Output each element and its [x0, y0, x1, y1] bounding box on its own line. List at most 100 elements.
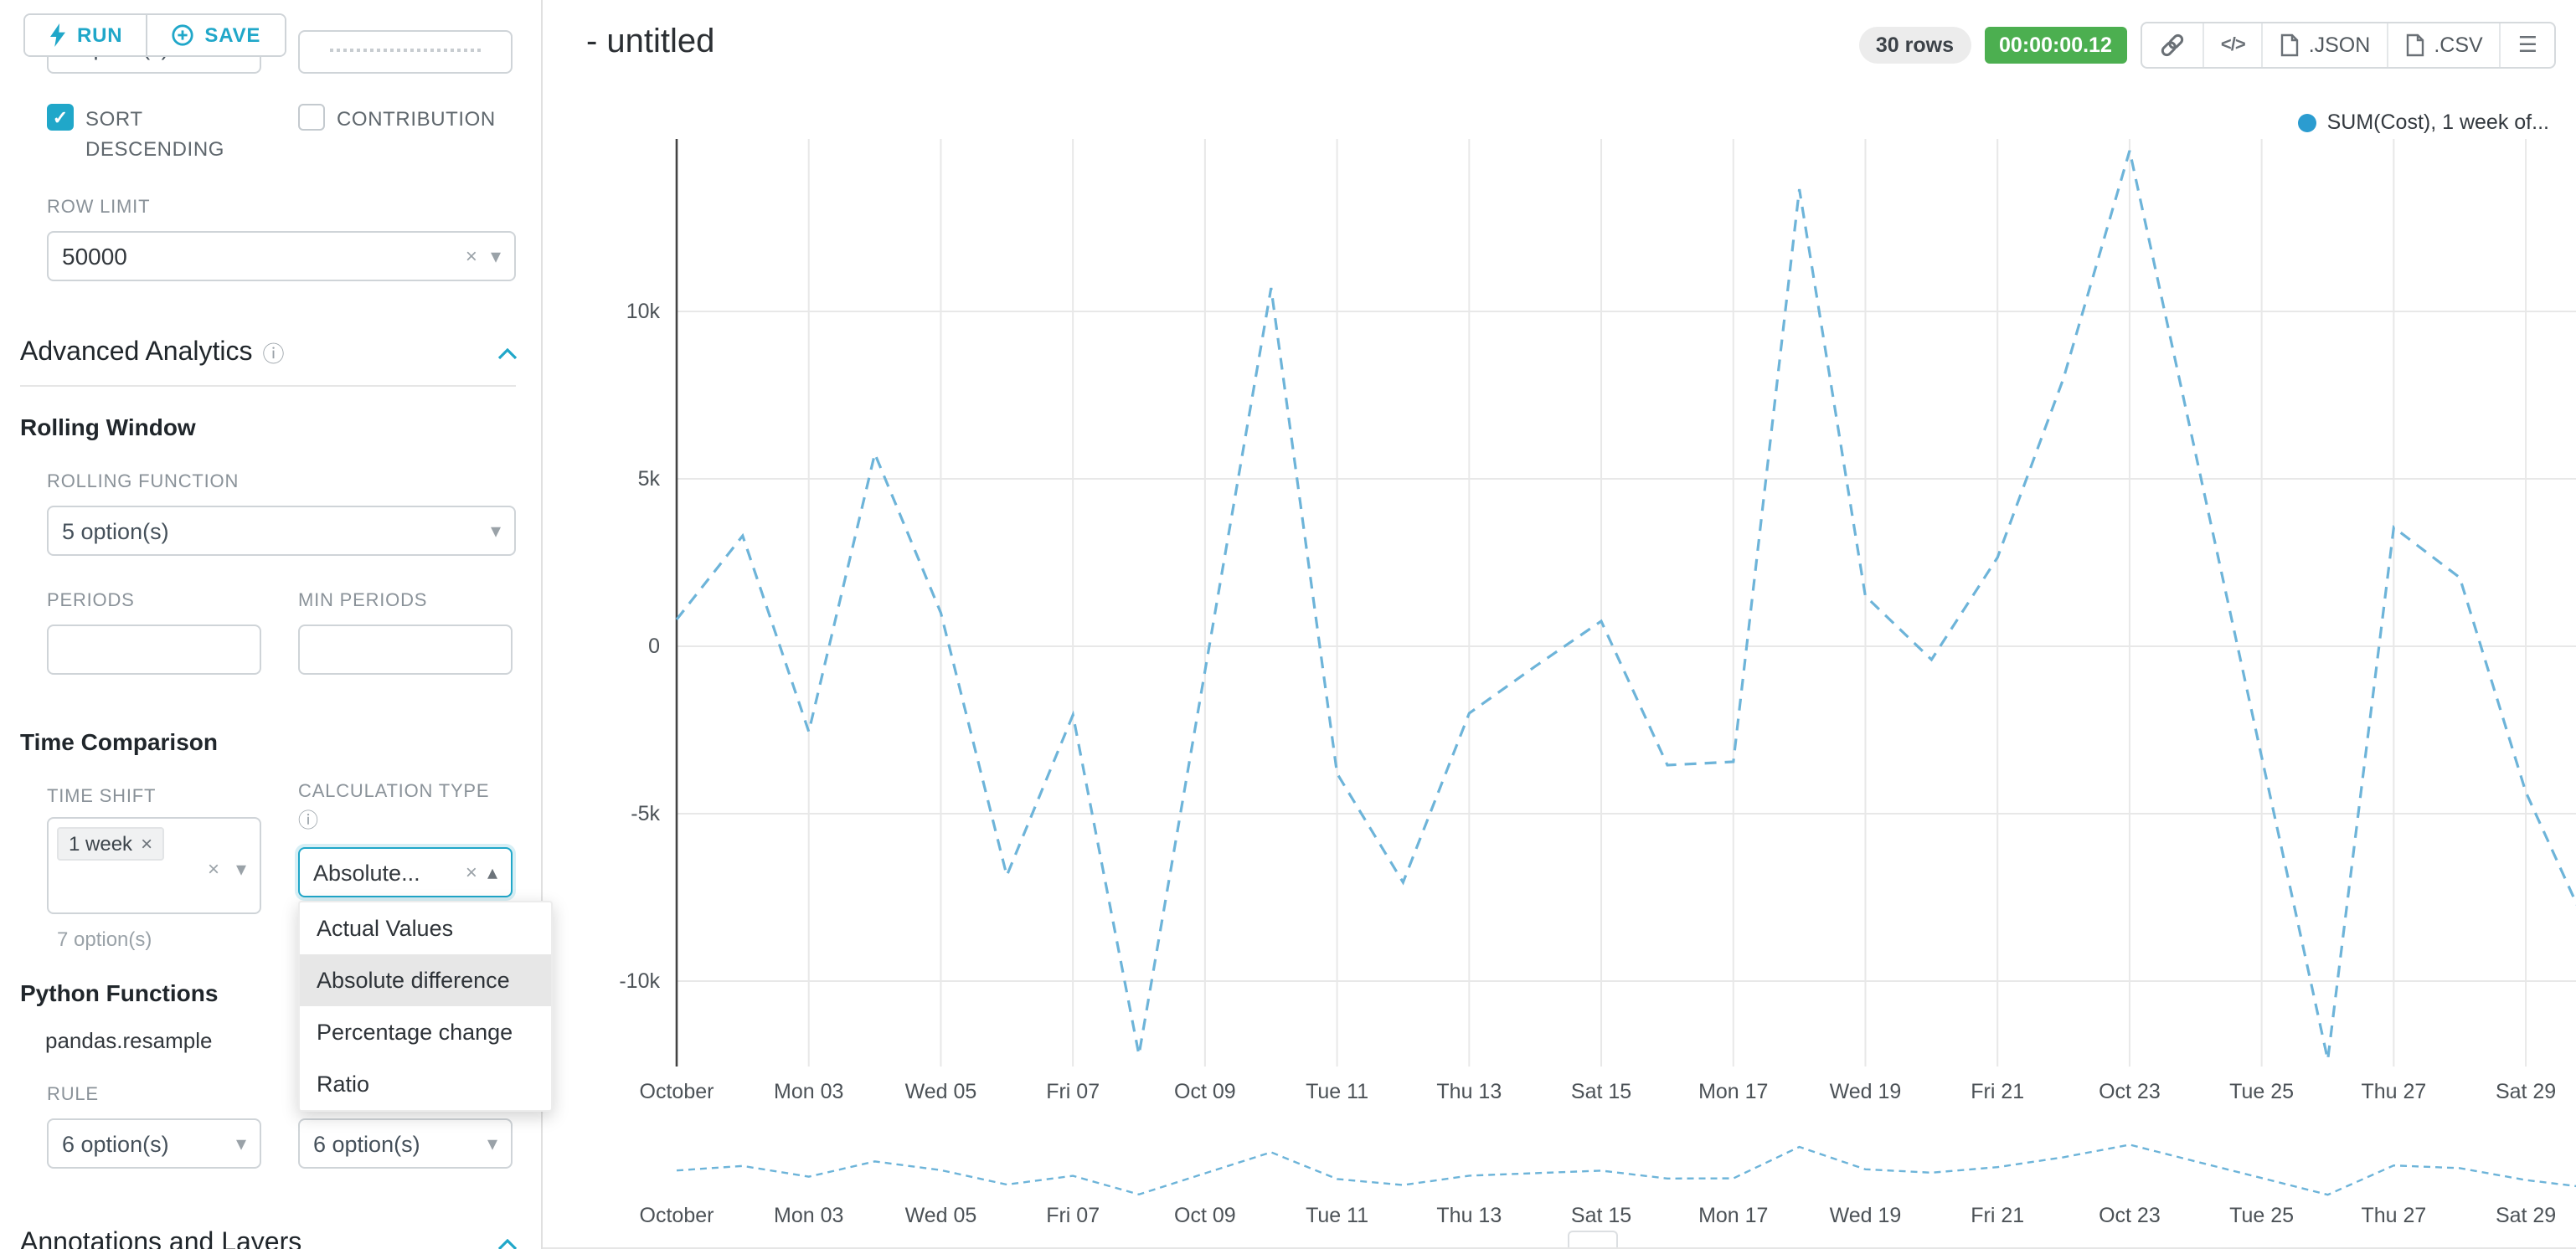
contribution-label: CONTRIBUTION	[337, 107, 496, 131]
svg-text:Oct 09: Oct 09	[1174, 1080, 1236, 1103]
results-pane-handle[interactable]	[1568, 1231, 1618, 1247]
caret-down-icon[interactable]: ▾	[490, 244, 501, 268]
row-limit-select[interactable]: 50000 × ▾	[47, 231, 516, 281]
caret-down-icon[interactable]: ▾	[235, 857, 246, 881]
mini-chart-brush[interactable]: October Mon 03 Wed 05 Fri 07 Oct 09 Tue 11 Thu…	[543, 1130, 2576, 1234]
row-limit-label: ROW LIMIT	[47, 198, 151, 218]
menu-option-ratio[interactable]: Ratio	[317, 1072, 370, 1097]
chart-title: - untitled	[586, 23, 715, 60]
svg-text:Wed 05: Wed 05	[905, 1204, 977, 1227]
chart-menu-button[interactable]: ☰	[2499, 23, 2554, 67]
time-shift-tag-label: 1 week	[69, 832, 133, 856]
clear-icon[interactable]: ×	[465, 861, 477, 884]
svg-text:Fri 21: Fri 21	[1971, 1080, 2024, 1103]
chevron-up-icon[interactable]	[497, 347, 518, 359]
export-json-button[interactable]: .JSON	[2261, 23, 2388, 67]
row-limit-value: 50000	[62, 243, 127, 270]
svg-text:Fri 21: Fri 21	[1971, 1204, 2024, 1227]
menu-option-percentage-change[interactable]: Percentage change	[317, 1020, 513, 1045]
svg-text:Oct 09: Oct 09	[1174, 1204, 1236, 1227]
file-icon	[2281, 33, 2299, 57]
calculation-type-value: Absolute...	[313, 860, 420, 885]
svg-text:Mon 17: Mon 17	[1698, 1204, 1768, 1227]
hamburger-menu-icon: ☰	[2517, 32, 2537, 57]
tag-remove-icon[interactable]: ×	[141, 832, 153, 856]
checkbox-unchecked-icon[interactable]	[298, 104, 325, 131]
svg-text:Sat 29: Sat 29	[2496, 1204, 2556, 1227]
code-icon: </>	[2220, 35, 2246, 55]
menu-option-absolute-difference[interactable]: Absolute difference	[300, 954, 551, 1006]
info-icon[interactable]: ⓘ	[298, 809, 319, 832]
file-icon	[2407, 33, 2424, 57]
header-actions: 30 rows 00:00:00.12 </>	[1858, 22, 2556, 69]
svg-text:Fri 07: Fri 07	[1046, 1080, 1100, 1103]
advanced-analytics-header[interactable]: Advanced Analytics ⓘ	[20, 338, 518, 368]
control-panel-sidebar: 4 option(s) RUN SAVE	[0, 0, 553, 1249]
clear-icon[interactable]: ×	[465, 244, 477, 268]
main-chart-canvas[interactable]: October Mon 03 Wed 05 Fri 07 Oct 09 Tue 11 Thu…	[543, 92, 2576, 1122]
embed-code-button[interactable]: </>	[2202, 23, 2262, 67]
caret-down-icon[interactable]: ▾	[235, 1132, 246, 1155]
calculation-type-dropdown: Actual Values Absolute difference Percen…	[298, 901, 553, 1112]
calculation-type-label: CALCULATION TYPE	[298, 782, 490, 802]
menu-option-actual-values[interactable]: Actual Values	[317, 916, 454, 941]
rolling-function-value: 5 option(s)	[62, 518, 169, 543]
link-icon	[2161, 33, 2184, 57]
min-periods-label: MIN PERIODS	[298, 591, 428, 611]
svg-text:Oct 23: Oct 23	[2099, 1080, 2161, 1103]
save-button[interactable]: SAVE	[147, 15, 285, 55]
rule-label: RULE	[47, 1085, 99, 1105]
method-select[interactable]: 6 option(s) ▾	[298, 1118, 513, 1169]
copy-link-button[interactable]	[2142, 23, 2202, 67]
svg-text:Mon 17: Mon 17	[1698, 1080, 1768, 1103]
export-button-group: </> .JSON .CSV ☰	[2140, 22, 2556, 69]
chart-legend[interactable]: SUM(Cost), 1 week of...	[2298, 111, 2549, 134]
run-button-label: RUN	[77, 23, 123, 47]
caret-down-icon[interactable]: ▾	[487, 1132, 497, 1155]
svg-text:Tue 25: Tue 25	[2229, 1204, 2294, 1227]
annotations-title: Annotations and Layers	[20, 1229, 302, 1249]
rolling-function-select[interactable]: 5 option(s) ▾	[47, 506, 516, 556]
section-divider	[20, 385, 516, 387]
svg-text:-10k: -10k	[619, 969, 660, 993]
run-button[interactable]: RUN	[25, 15, 147, 55]
query-timer-badge: 00:00:00.12	[1984, 27, 2127, 64]
svg-text:Tue 11: Tue 11	[1306, 1080, 1368, 1103]
advanced-analytics-title: Advanced Analytics	[20, 338, 253, 367]
time-shift-select[interactable]: 1 week × × ▾	[47, 817, 261, 914]
periods-input[interactable]	[47, 624, 261, 675]
annotations-header[interactable]: Annotations and Layers	[20, 1229, 518, 1249]
clipped-select-right[interactable]	[298, 30, 513, 74]
svg-text:Mon 03: Mon 03	[774, 1080, 843, 1103]
clear-icon[interactable]: ×	[207, 857, 219, 881]
rule-value: 6 option(s)	[62, 1131, 169, 1156]
svg-text:Oct 23: Oct 23	[2099, 1204, 2161, 1227]
export-csv-button[interactable]: .CSV	[2387, 23, 2499, 67]
svg-text:Tue 11: Tue 11	[1306, 1204, 1368, 1227]
svg-text:Mon 03: Mon 03	[774, 1204, 843, 1227]
svg-text:Thu 13: Thu 13	[1436, 1204, 1502, 1227]
svg-text:Sat 15: Sat 15	[1571, 1080, 1631, 1103]
chevron-up-icon[interactable]	[497, 1238, 518, 1249]
svg-text:Sat 15: Sat 15	[1571, 1204, 1631, 1227]
legend-series-label: SUM(Cost), 1 week of...	[2326, 111, 2549, 134]
time-shift-label: TIME SHIFT	[47, 787, 157, 807]
contribution-option[interactable]: CONTRIBUTION	[298, 104, 496, 164]
caret-up-icon[interactable]: ▴	[487, 861, 497, 884]
method-value: 6 option(s)	[313, 1131, 420, 1156]
legend-series-dot	[2298, 113, 2317, 131]
sort-descending-option[interactable]: ✓ SORT DESCENDING	[47, 104, 298, 164]
python-functions-title: Python Functions	[20, 979, 219, 1006]
svg-text:October: October	[640, 1204, 714, 1227]
checkbox-checked-icon[interactable]: ✓	[47, 104, 74, 131]
svg-text:Thu 27: Thu 27	[2361, 1080, 2426, 1103]
rule-select[interactable]: 6 option(s) ▾	[47, 1118, 261, 1169]
periods-label: PERIODS	[47, 591, 135, 611]
min-periods-input[interactable]	[298, 624, 513, 675]
time-shift-helper: 7 option(s)	[57, 928, 152, 951]
info-icon[interactable]: ⓘ	[262, 341, 285, 366]
caret-down-icon[interactable]: ▾	[490, 519, 501, 542]
button-divider	[146, 15, 148, 55]
calculation-type-select[interactable]: Absolute... × ▴	[298, 847, 513, 897]
